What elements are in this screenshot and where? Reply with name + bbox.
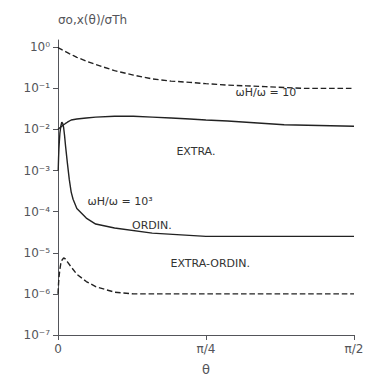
svg-text:ωH/ω = 10: ωH/ω = 10 [236,86,297,99]
svg-text:10⁻²: 10⁻² [24,122,51,136]
svg-text:10⁻³: 10⁻³ [24,164,51,178]
svg-text:10⁻⁴: 10⁻⁴ [24,205,51,219]
svg-text:π/4: π/4 [197,342,216,356]
svg-text:10⁰: 10⁰ [30,40,50,54]
svg-text:θ: θ [202,362,210,377]
svg-text:10⁻⁷: 10⁻⁷ [24,328,51,342]
svg-text:10⁻¹: 10⁻¹ [24,81,51,95]
svg-text:EXTRA-ORDIN.: EXTRA-ORDIN. [170,257,250,270]
svg-text:π/2: π/2 [345,342,364,356]
svg-text:EXTRA.: EXTRA. [176,145,215,158]
svg-text:ωH/ω = 10³: ωH/ω = 10³ [88,195,153,208]
svg-text:10⁻⁵: 10⁻⁵ [24,246,51,260]
svg-text:ORDIN.: ORDIN. [132,219,172,232]
svg-text:0: 0 [54,342,62,356]
svg-text:10⁻⁶: 10⁻⁶ [24,287,51,301]
svg-text:σo,x(θ)/σTh: σo,x(θ)/σTh [58,13,127,27]
